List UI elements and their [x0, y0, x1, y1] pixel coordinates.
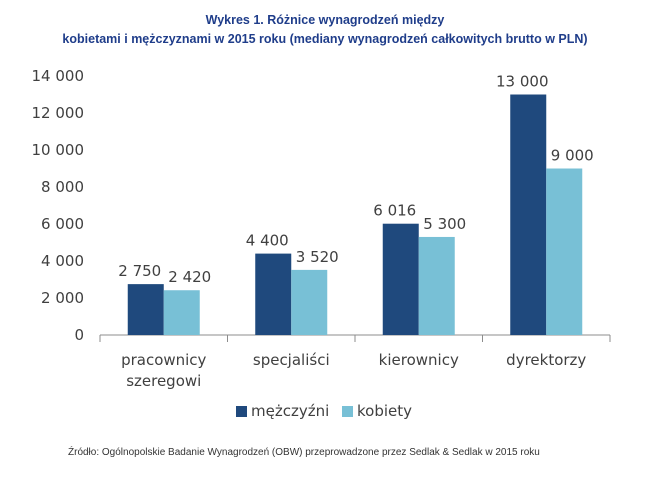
legend-swatch: [236, 406, 247, 417]
data-label: 2 420: [168, 268, 211, 286]
y-tick-label: 2 000: [41, 289, 84, 307]
data-label: 6 016: [373, 202, 416, 220]
y-tick-label: 6 000: [41, 215, 84, 233]
data-label: 4 400: [246, 232, 289, 250]
bar-men: [382, 223, 419, 335]
y-tick-label: 12 000: [32, 104, 85, 122]
bar-women: [418, 236, 455, 335]
data-label: 5 300: [423, 215, 466, 233]
chart-title-line2: kobietami i mężczyznami w 2015 roku (med…: [62, 32, 588, 46]
x-category-label: pracownicy: [121, 351, 206, 369]
bar-women: [163, 290, 200, 335]
legend-swatch: [342, 406, 353, 417]
bar-men: [510, 94, 547, 335]
data-label: 13 000: [496, 73, 549, 91]
chart-title-line1: Wykres 1. Różnice wynagrodzeń między: [205, 13, 445, 27]
legend-label: mężczyźni: [251, 402, 329, 420]
bar-men: [255, 253, 292, 335]
y-tick-label: 4 000: [41, 252, 84, 270]
legend-label: kobiety: [357, 402, 412, 420]
y-tick-label: 14 000: [32, 67, 85, 85]
y-tick-label: 8 000: [41, 178, 84, 196]
x-category-label: szeregowi: [126, 372, 201, 390]
x-category-label: dyrektorzy: [506, 351, 586, 369]
data-label: 3 520: [296, 248, 339, 266]
source-note: Źródło: Ogólnopolskie Badanie Wynagrodze…: [68, 447, 540, 458]
x-category-label: specjaliści: [253, 351, 330, 369]
data-label: 9 000: [551, 147, 594, 165]
bar-women: [291, 269, 328, 335]
y-tick-label: 10 000: [32, 141, 85, 159]
bar-men: [127, 284, 164, 335]
data-label: 2 750: [118, 262, 161, 280]
x-category-label: kierownicy: [379, 351, 459, 369]
bar-women: [546, 168, 583, 335]
y-tick-label: 0: [74, 326, 84, 344]
